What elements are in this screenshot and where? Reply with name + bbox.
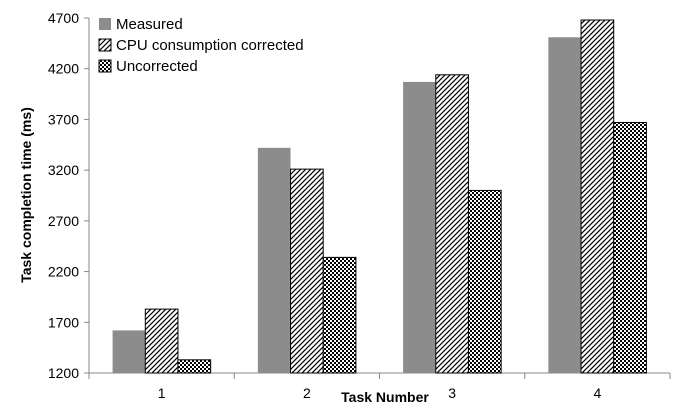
x-tick-label: 3 [448, 385, 456, 401]
x-tick-label: 4 [593, 385, 601, 401]
x-axis-title: Task Number [341, 389, 429, 405]
bar-measured-task-4 [548, 37, 582, 374]
bar-cpu-consumption-corrected-task-1 [144, 308, 179, 374]
x-axis-ticks: 1 2 3 4 [88, 373, 671, 401]
y-tick-label: 4700 [48, 10, 79, 26]
legend-swatch [98, 59, 112, 73]
bar-cpu-consumption-corrected-task-2 [290, 168, 324, 374]
bar-uncorrected-task-2 [322, 256, 357, 374]
bar-cpu-consumption-corrected-task-3 [435, 74, 469, 374]
bar-uncorrected-task-1 [177, 359, 212, 374]
legend-swatch [98, 38, 112, 52]
y-axis-ticks: 1200 1700 2200 2700 3200 3700 4200 4700 [48, 10, 89, 381]
bar-measured-task-3 [403, 81, 436, 374]
legend-label: CPU consumption corrected [116, 37, 304, 54]
legend-label: Uncorrected [116, 58, 198, 75]
bar-uncorrected-task-4 [613, 121, 647, 374]
bar-cpu-consumption-corrected-task-4 [580, 19, 615, 374]
bar-uncorrected-task-3 [467, 189, 502, 374]
y-tick-label: 1700 [48, 314, 79, 330]
x-tick-label: 2 [303, 385, 311, 401]
y-axis-title: Task completion time (ms) [18, 107, 34, 283]
legend: Measured CPU consumption corrected Uncorre… [98, 16, 304, 75]
y-tick-label: 2200 [48, 264, 79, 280]
y-tick-label: 3700 [48, 111, 79, 127]
y-tick-label: 4200 [48, 61, 79, 77]
y-tick-label: 3200 [48, 162, 79, 178]
bars-group [112, 19, 647, 374]
y-tick-label: 2700 [48, 213, 79, 229]
plot-area: 1200 1700 2200 2700 3200 3700 4200 4700 1 2 3 4 [48, 10, 671, 401]
y-tick-label: 1200 [48, 365, 79, 381]
bar-measured-task-2 [257, 147, 291, 373]
bar-measured-task-1 [112, 330, 146, 373]
x-tick-label: 1 [158, 385, 166, 401]
legend-swatch [99, 18, 111, 30]
legend-label: Measured [116, 16, 183, 33]
